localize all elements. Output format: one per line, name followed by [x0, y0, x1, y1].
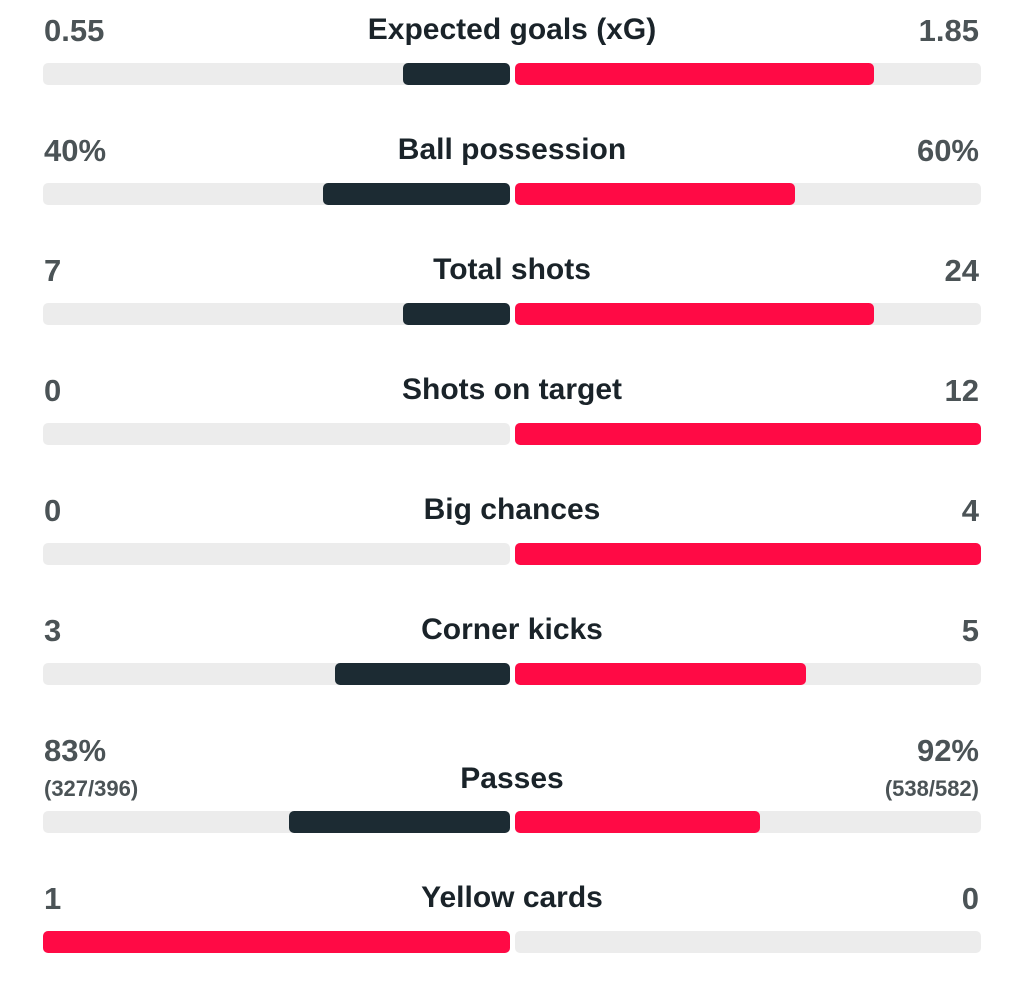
home-bar-track	[43, 63, 510, 85]
home-value: 0	[44, 373, 62, 408]
away-value: 60%	[916, 133, 979, 168]
away-bar-track	[515, 663, 981, 685]
home-value: 1	[44, 881, 62, 916]
home-bar	[288, 811, 510, 833]
away-bar	[515, 663, 807, 685]
away-value: 0	[961, 881, 979, 916]
stat-label: Yellow cards	[421, 881, 603, 914]
away-bar	[515, 183, 795, 205]
home-value: 0.55	[44, 13, 105, 48]
away-bar-track	[515, 183, 981, 205]
stat-label: Passes	[460, 762, 564, 795]
home-bar-track	[43, 303, 510, 325]
home-sub-value: (327/396)	[44, 776, 139, 801]
away-value: 12	[944, 373, 979, 408]
away-value: 4	[961, 493, 979, 528]
away-sub-value: (538/582)	[884, 776, 979, 801]
away-value: 1.85	[918, 13, 979, 48]
home-bar-track	[43, 931, 510, 953]
away-bar	[515, 423, 981, 445]
stat-label: Expected goals (xG)	[367, 13, 657, 46]
home-bar-track	[43, 663, 510, 685]
away-value: 24	[944, 253, 979, 288]
home-bar	[402, 303, 510, 325]
home-value: 0	[44, 493, 62, 528]
home-value: 3	[44, 613, 62, 648]
home-bar-track	[43, 183, 510, 205]
stat-label: Ball possession	[397, 133, 627, 166]
away-bar-track	[515, 303, 981, 325]
away-bar	[515, 811, 761, 833]
away-value: 92%	[916, 733, 979, 768]
stat-label: Corner kicks	[421, 613, 603, 646]
stat-label: Shots on target	[401, 373, 622, 406]
away-bar-track	[515, 543, 981, 565]
away-bar	[515, 303, 874, 325]
home-bar-track	[43, 811, 510, 833]
away-bar-track	[515, 931, 981, 953]
home-bar-track	[43, 423, 510, 445]
home-bar	[402, 63, 510, 85]
away-bar-track	[515, 423, 981, 445]
home-bar	[334, 663, 510, 685]
home-value: 83%	[44, 733, 107, 768]
away-bar-track	[515, 63, 981, 85]
away-value: 5	[961, 613, 979, 648]
away-bar	[515, 63, 874, 85]
home-value: 7	[44, 253, 62, 288]
away-bar-track	[515, 811, 981, 833]
home-bar	[323, 183, 510, 205]
home-bar	[43, 931, 510, 953]
stat-label: Total shots	[433, 253, 591, 286]
home-value: 40%	[44, 133, 107, 168]
home-bar-track	[43, 543, 510, 565]
away-bar	[515, 543, 981, 565]
stat-label: Big chances	[423, 493, 601, 526]
